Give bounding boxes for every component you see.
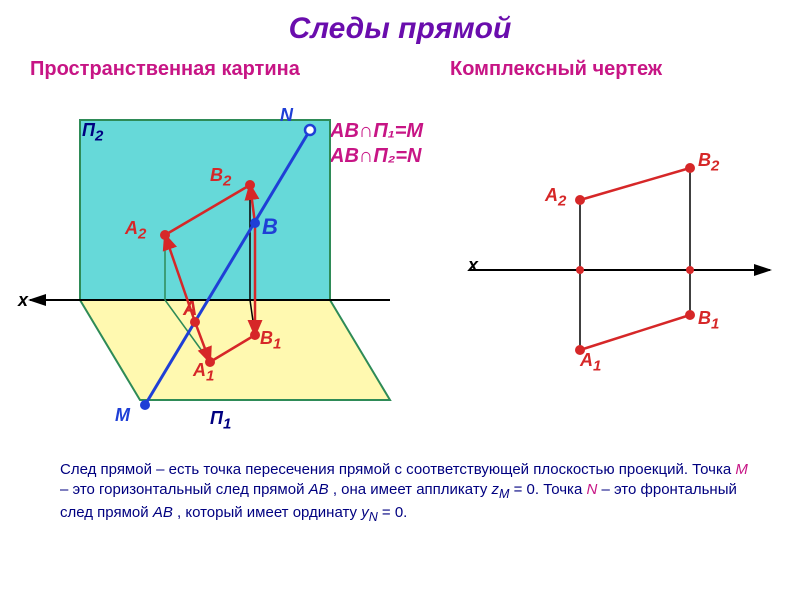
seg-a1b1-right [580,315,690,350]
lbl-a1-right: А1 [580,350,601,375]
plane-p1 [80,300,390,400]
pt-a2-right [575,195,585,205]
page-title: Следы прямой [0,12,800,46]
lbl-a1-left: А1 [193,360,214,385]
pt-ax-right [576,266,584,274]
footer-text: След прямой – есть точка пересечения пря… [60,460,760,526]
lbl-b1-right: В1 [698,308,719,333]
lbl-a2-left: А2 [125,218,146,243]
pt-b2-right [685,163,695,173]
lbl-b1-left: В1 [260,328,281,353]
lbl-p2: П2 [82,120,103,145]
lbl-b2-left: В2 [210,165,231,190]
lbl-a2-right: А2 [545,185,566,210]
lbl-x-left: x [18,290,28,311]
right-diagram [460,140,780,400]
lbl-n: N [280,105,293,126]
subtitle-left: Пространственная картина [30,58,300,81]
pt-n [305,125,315,135]
left-diagram [20,100,400,440]
lbl-p1: П1 [210,408,231,433]
lbl-m: M [115,405,130,426]
lbl-b: B [262,214,278,240]
pt-a2 [160,230,170,240]
lbl-x-right: x [468,255,478,276]
lbl-b2-right: В2 [698,150,719,175]
pt-b2 [245,180,255,190]
seg-a2b2-right [580,168,690,200]
pt-bx-right [686,266,694,274]
pt-b1-right [685,310,695,320]
lbl-a: A [183,298,197,321]
pt-b1 [250,330,260,340]
plane-p2 [80,120,330,300]
subtitle-right: Комплексный чертеж [450,58,662,81]
pt-m [140,400,150,410]
pt-b [250,218,260,228]
